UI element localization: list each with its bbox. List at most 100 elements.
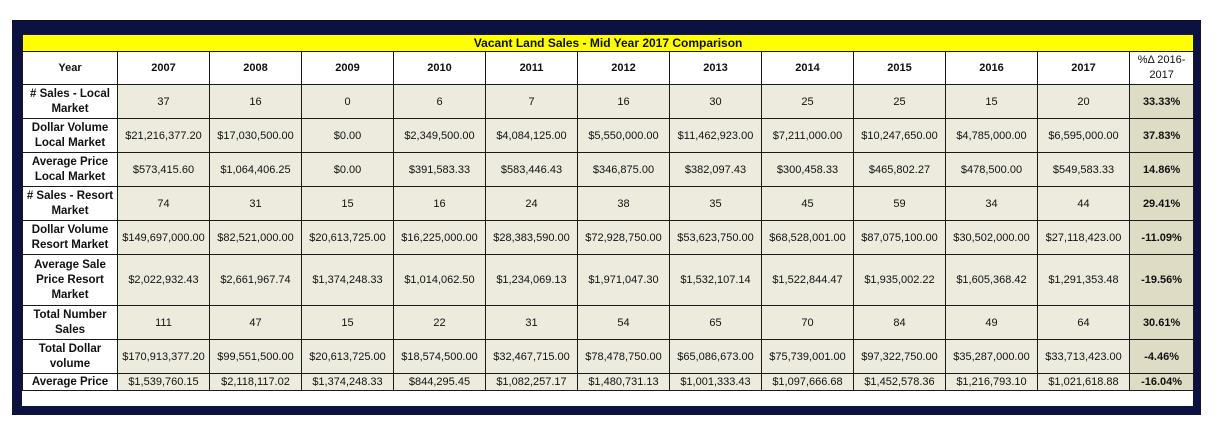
table-cell: 7 (485, 84, 578, 119)
table-cell: 65 (669, 305, 762, 340)
row-label: # Sales - Resort Market (22, 186, 118, 221)
table-cell: $30,502,000.00 (945, 220, 1038, 255)
header-2011: 2011 (485, 51, 578, 85)
table-title: Vacant Land Sales - Mid Year 2017 Compar… (21, 34, 1195, 52)
table-cell: $32,467,715.00 (485, 339, 578, 374)
table-cell: 64 (1037, 305, 1130, 340)
table-cell: 49 (945, 305, 1038, 340)
pct-change-cell: 14.86% (1128, 152, 1195, 187)
table-cell: $844,295.45 (393, 373, 486, 391)
table-cell: 20 (1037, 84, 1130, 119)
table-row: # Sales - Local Market 37 16 0 6 7 16 30 25 25 15 2… (22, 84, 1195, 119)
header-2013: 2013 (669, 51, 762, 85)
table-cell: $17,030,500.00 (209, 118, 302, 153)
table-cell: $0.00 (301, 118, 394, 153)
table-cell: $1,374,248.33 (301, 254, 394, 306)
table-cell: $1,539,760.15 (117, 373, 210, 391)
table-cell: 38 (577, 186, 670, 221)
row-label: Dollar Volume Resort Market (22, 220, 118, 255)
table-cell: $465,802.27 (853, 152, 946, 187)
table-cell: $1,452,578.36 (853, 373, 946, 391)
table-cell: $18,574,500.00 (393, 339, 486, 374)
table-cell: $35,287,000.00 (945, 339, 1038, 374)
header-2009: 2009 (301, 51, 394, 85)
table-cell: $11,462,923.00 (669, 118, 762, 153)
table-cell: $28,383,590.00 (485, 220, 578, 255)
table-cell: $75,739,001.00 (761, 339, 854, 374)
table-cell: $1,021,618.88 (1037, 373, 1130, 391)
sales-table: Vacant Land Sales - Mid Year 2017 Compar… (21, 34, 1195, 391)
table-cell: $1,216,793.10 (945, 373, 1038, 391)
header-2015: 2015 (853, 51, 946, 85)
table-cell: $27,118,423.00 (1037, 220, 1130, 255)
table-cell: $1,014,062.50 (393, 254, 486, 306)
table-cell: 16 (209, 84, 302, 119)
table-cell: $1,480,731.13 (577, 373, 670, 391)
table-cell: 34 (945, 186, 1038, 221)
table-cell: $1,522,844.47 (761, 254, 854, 306)
row-label: Dollar Volume Local Market (22, 118, 118, 153)
header-2012: 2012 (577, 51, 670, 85)
table-row: Average Price Local Market $573,415.60 $1,… (22, 152, 1195, 187)
table-cell: $4,785,000.00 (945, 118, 1038, 153)
table-cell: $0.00 (301, 152, 394, 187)
table-cell: 70 (761, 305, 854, 340)
table-row: Average Sale Price Resort Market $2,022,9… (22, 254, 1195, 306)
table-cell: $1,532,107.14 (669, 254, 762, 306)
table-cell: $7,211,000.00 (761, 118, 854, 153)
table-cell: 15 (301, 186, 394, 221)
header-2017: 2017 (1037, 51, 1130, 85)
table-cell: 16 (577, 84, 670, 119)
table-cell: $170,913,377.20 (117, 339, 210, 374)
table-cell: $1,082,257.17 (485, 373, 578, 391)
table-cell: $583,446.43 (485, 152, 578, 187)
pct-change-cell: -19.56% (1128, 254, 1195, 306)
pct-change-cell: 30.61% (1128, 305, 1195, 340)
table-row: Average Price $1,539,760.15 $2,118,117.02 $… (22, 373, 1195, 391)
table-cell: 54 (577, 305, 670, 340)
table-cell: $68,528,001.00 (761, 220, 854, 255)
row-label: Average Price (22, 373, 118, 391)
table-cell: $2,118,117.02 (209, 373, 302, 391)
header-2010: 2010 (393, 51, 486, 85)
table-cell: $65,086,673.00 (669, 339, 762, 374)
table-cell: 16 (393, 186, 486, 221)
table-cell: $78,478,750.00 (577, 339, 670, 374)
table-cell: $97,322,750.00 (853, 339, 946, 374)
table-row: Dollar Volume Resort Market $149,697,000.… (22, 220, 1195, 255)
table-cell: $2,349,500.00 (393, 118, 486, 153)
table-cell: $300,458.33 (761, 152, 854, 187)
table-cell: $1,291,353.48 (1037, 254, 1130, 306)
table-cell: 37 (117, 84, 210, 119)
table-cell: 45 (761, 186, 854, 221)
table-cell: 47 (209, 305, 302, 340)
table-cell: $20,613,725.00 (301, 339, 394, 374)
table-cell: 6 (393, 84, 486, 119)
table-cell: $6,595,000.00 (1037, 118, 1130, 153)
table-cell: 84 (853, 305, 946, 340)
table-cell: 15 (945, 84, 1038, 119)
table-frame: Vacant Land Sales - Mid Year 2017 Compar… (12, 20, 1201, 415)
header-row: Year 2007 2008 2009 2010 2011 2012 2013 2014 2015… (22, 51, 1195, 85)
table-cell: $87,075,100.00 (853, 220, 946, 255)
table-cell: $2,661,967.74 (209, 254, 302, 306)
table-cell: $1,605,368.42 (945, 254, 1038, 306)
table-cell: $1,064,406.25 (209, 152, 302, 187)
row-label: Average Sale Price Resort Market (22, 254, 118, 306)
table-container: Vacant Land Sales - Mid Year 2017 Compar… (21, 34, 1195, 406)
table-cell: $4,084,125.00 (485, 118, 578, 153)
table-cell: $5,550,000.00 (577, 118, 670, 153)
table-cell: 25 (853, 84, 946, 119)
pct-change-cell: 29.41% (1128, 186, 1195, 221)
table-cell: $33,713,423.00 (1037, 339, 1130, 374)
row-label: Total Dollar volume (22, 339, 118, 374)
table-row: # Sales - Resort Market 74 31 15 16 24 38 35 45 5… (22, 186, 1195, 221)
table-row: Total Dollar volume $170,913,377.20 $99,55… (22, 339, 1195, 374)
table-cell: 111 (117, 305, 210, 340)
table-cell: $391,583.33 (393, 152, 486, 187)
table-cell: 30 (669, 84, 762, 119)
pct-change-cell: 37.83% (1128, 118, 1195, 153)
table-cell: $549,583.33 (1037, 152, 1130, 187)
row-label: Average Price Local Market (22, 152, 118, 187)
table-row: Total Number Sales 111 47 15 22 31 54 65 70 84 49 6… (22, 305, 1195, 340)
